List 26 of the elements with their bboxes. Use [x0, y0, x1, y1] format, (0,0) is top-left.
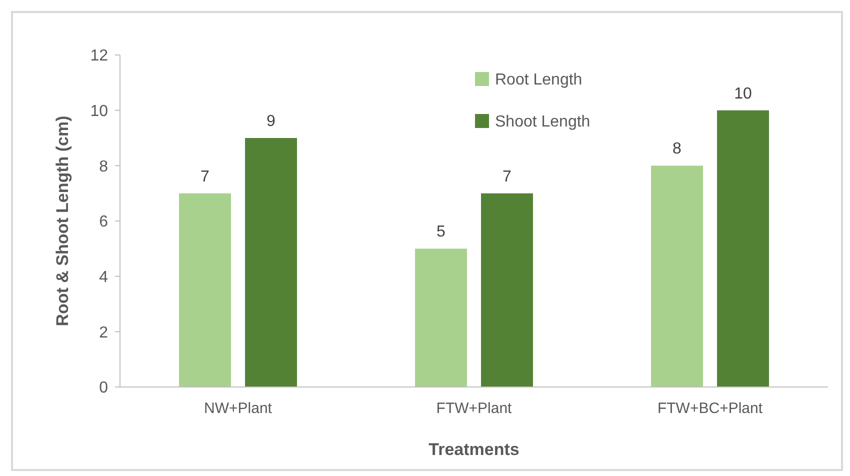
y-tick-label: 8	[99, 158, 108, 176]
bar	[717, 110, 769, 387]
y-tick-label: 4	[99, 268, 108, 286]
y-tick-label: 10	[90, 102, 108, 120]
y-axis-title: Root & Shoot Length (cm)	[53, 116, 72, 326]
x-axis-title: Treatments	[428, 440, 520, 459]
bar	[179, 193, 231, 387]
x-tick-label: FTW+BC+Plant	[657, 400, 764, 417]
data-label: 5	[436, 224, 446, 241]
x-tick-label: FTW+Plant	[436, 400, 513, 417]
y-tick-label: 2	[99, 324, 108, 342]
y-tick-label: 6	[99, 214, 108, 231]
bar	[481, 193, 533, 387]
legend-label: Root Length	[495, 72, 582, 89]
legend-label: Shoot Length	[495, 114, 590, 131]
data-label: 9	[266, 113, 276, 130]
data-label: 8	[672, 140, 682, 158]
y-tick-label: 12	[90, 48, 108, 65]
x-tick-label: NW+Plant	[204, 400, 273, 417]
bar	[651, 166, 703, 387]
data-label: 7	[200, 168, 210, 186]
data-label: 7	[502, 168, 512, 186]
data-label: 10	[734, 85, 752, 102]
y-tick-label: 0	[99, 380, 108, 397]
bar	[245, 138, 297, 387]
bar	[415, 248, 467, 387]
